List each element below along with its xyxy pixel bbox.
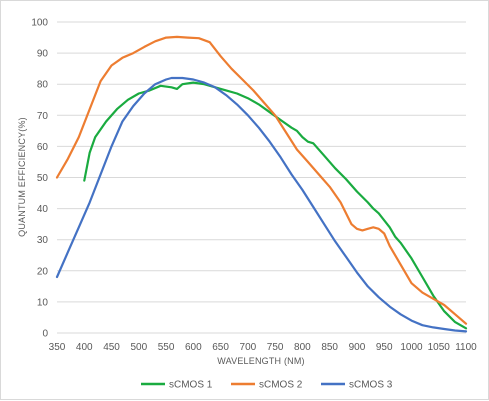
legend: sCMOS 1 sCMOS 2 sCMOS 3 bbox=[141, 380, 393, 391]
series-line-3 bbox=[55, 76, 468, 333]
x-tick-label: 750 bbox=[267, 342, 284, 353]
legend-label-2: sCMOS 2 bbox=[259, 380, 303, 391]
x-tick-labels: 350 400 450 500 550 600 650 700 750 800 850 900 950 1… bbox=[49, 342, 478, 353]
x-axis-title: WAVELENGTH (NM) bbox=[217, 356, 305, 366]
x-tick-label: 350 bbox=[49, 342, 66, 353]
series-layer bbox=[55, 35, 468, 333]
x-tick-label: 500 bbox=[130, 342, 147, 353]
series-line-1 bbox=[83, 81, 468, 330]
x-tick-label: 550 bbox=[158, 342, 175, 353]
y-tick-label: 20 bbox=[37, 266, 49, 277]
x-tick-label: 900 bbox=[349, 342, 366, 353]
y-tick-label: 100 bbox=[31, 18, 48, 29]
x-tick-label: 700 bbox=[240, 342, 257, 353]
x-tick-label: 800 bbox=[294, 342, 311, 353]
y-tick-label: 10 bbox=[37, 297, 49, 308]
y-tick-label: 40 bbox=[37, 204, 49, 215]
y-tick-label: 80 bbox=[37, 80, 49, 91]
x-tick-label: 600 bbox=[185, 342, 202, 353]
x-tick-label: 650 bbox=[212, 342, 229, 353]
y-tick-label: 50 bbox=[37, 173, 49, 184]
y-tick-label: 60 bbox=[37, 142, 49, 153]
y-tick-label: 70 bbox=[37, 111, 49, 122]
x-tick-label: 950 bbox=[376, 342, 393, 353]
y-axis-title: QUANTUM EFFICIENCY(%) bbox=[17, 117, 27, 237]
x-tick-label: 1000 bbox=[400, 342, 423, 353]
grid-layer bbox=[57, 21, 466, 334]
x-tick-label: 400 bbox=[76, 342, 93, 353]
legend-label-1: sCMOS 1 bbox=[169, 380, 213, 391]
x-tick-label: 850 bbox=[321, 342, 338, 353]
x-tick-label: 450 bbox=[103, 342, 120, 353]
y-tick-labels: 0 10 20 30 40 50 60 70 80 90 100 bbox=[31, 18, 48, 340]
x-tick-label: 1100 bbox=[455, 342, 477, 353]
x-tick-label: 1050 bbox=[428, 342, 451, 353]
y-tick-label: 30 bbox=[37, 235, 49, 246]
series-line-2 bbox=[55, 35, 468, 325]
y-tick-label: 0 bbox=[42, 329, 48, 340]
legend-label-3: sCMOS 3 bbox=[349, 380, 393, 391]
y-tick-label: 90 bbox=[37, 49, 49, 60]
